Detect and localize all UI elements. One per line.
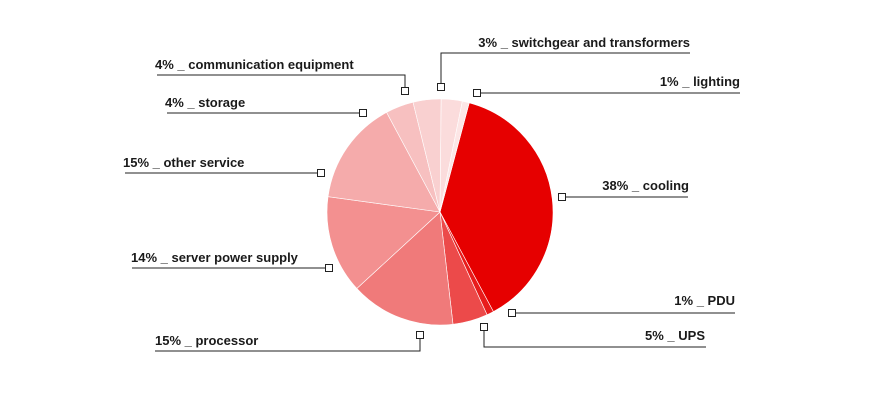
leader-line-switchgear-and-transformers — [440, 52, 690, 87]
slice-label-ups: 5% _ UPS — [645, 328, 705, 343]
leader-line-ups — [483, 327, 706, 348]
pie-slice-cooling — [439, 102, 554, 312]
leader-marker-cooling — [558, 193, 566, 201]
slice-label-cooling: 38% _ cooling — [602, 178, 689, 193]
leader-lines — [125, 52, 740, 352]
slice-label-communication-equipment: 4% _ communication equipment — [155, 57, 354, 72]
pie-slice-other-service — [327, 112, 441, 213]
leader-line-communication-equipment — [157, 74, 406, 91]
slice-label-processor: 15% _ processor — [155, 333, 258, 348]
slice-label-switchgear-and-transformers: 3% _ switchgear and transformers — [478, 35, 690, 50]
slice-label-pdu: 1% _ PDU — [674, 293, 735, 308]
slice-label-other-service: 15% _ other service — [123, 155, 244, 170]
pie-slice-server-power-supply — [326, 196, 441, 289]
pie-slice-lighting — [439, 100, 470, 213]
leader-line-processor — [155, 335, 421, 352]
leader-marker-switchgear-and-transformers — [437, 83, 445, 91]
leader-marker-storage — [359, 109, 367, 117]
leader-marker-server-power-supply — [325, 264, 333, 272]
slice-label-storage: 4% _ storage — [165, 95, 245, 110]
leader-marker-lighting — [473, 89, 481, 97]
slice-labels: 38% _ cooling 1% _ PDU 5% _ UPS 15% _ proce… — [123, 35, 740, 348]
leader-marker-ups — [480, 323, 488, 331]
pie-slices — [326, 98, 554, 326]
leader-marker-pdu — [508, 309, 516, 317]
leader-marker-processor — [416, 331, 424, 339]
slice-label-lighting: 1% _ lighting — [660, 74, 740, 89]
pie-slice-processor — [356, 211, 454, 326]
leader-marker-other-service — [317, 169, 325, 177]
leader-marker-communication-equipment — [401, 87, 409, 95]
slice-label-server-power-supply: 14% _ server power supply — [131, 250, 299, 265]
